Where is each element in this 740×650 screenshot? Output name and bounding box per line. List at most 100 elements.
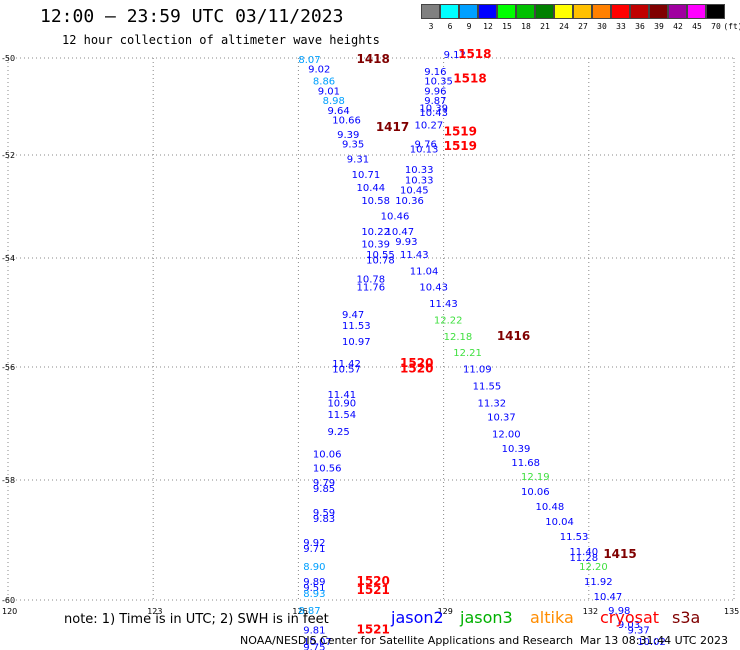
legend-swatch <box>687 4 706 19</box>
swh-value: 10.06 <box>521 487 550 498</box>
lat-tick-label: -56 <box>2 363 15 372</box>
swh-value: 9.16 <box>424 67 446 78</box>
swh-value: 10.47 <box>594 592 623 603</box>
swh-value: 10.48 <box>536 502 565 513</box>
swh-value: 10.39 <box>361 240 390 251</box>
swh-value: 12.21 <box>453 348 482 359</box>
swh-value: 11.55 <box>473 382 502 393</box>
legend-label: 27 <box>578 22 588 31</box>
swh-value: 10.43 <box>419 283 448 294</box>
legend-label: 70 <box>711 22 721 31</box>
legend-swatch <box>459 4 478 19</box>
footer-note: note: 1) Time is in UTC; 2) SWH is in fe… <box>64 612 329 627</box>
swh-value: 9.71 <box>303 544 325 555</box>
legend-label: 15 <box>502 22 512 31</box>
swh-value: 10.33 <box>405 165 434 176</box>
swh-value: 9.76 <box>415 140 437 151</box>
lon-tick-label: 135 <box>724 607 739 616</box>
swh-value: 10.66 <box>332 115 361 126</box>
swh-value: 10.37 <box>487 413 516 424</box>
satellite-s3a: s3a <box>672 608 701 627</box>
legend-swatch <box>478 4 497 19</box>
swh-value: 11.54 <box>327 410 356 421</box>
swh-value: 8.90 <box>303 562 325 573</box>
swh-value: 9.85 <box>313 484 335 495</box>
swh-value: 11.53 <box>560 532 589 543</box>
swh-value: 10.13 <box>410 145 439 156</box>
swh-value: 10.78 <box>356 275 385 286</box>
pass-label: 1415 <box>603 547 636 561</box>
swh-value: 9.96 <box>424 86 446 97</box>
swh-value: 11.28 <box>569 553 598 564</box>
legend-swatch <box>573 4 592 19</box>
pass-label: 1519 <box>444 125 477 139</box>
swh-value: 11.43 <box>400 250 429 261</box>
swh-value: 9.03 <box>618 620 640 631</box>
legend-unit: (ft) <box>723 22 740 31</box>
swh-value: 10.44 <box>356 183 385 194</box>
swh-value: 9.51 <box>303 583 325 594</box>
swh-value: 9.31 <box>347 155 369 166</box>
swh-value: 10.57 <box>332 365 361 376</box>
swh-value: 10.36 <box>395 196 424 207</box>
swh-value: 9.12 <box>444 50 466 61</box>
legend-swatch <box>421 4 440 19</box>
lat-tick-label: -60 <box>2 596 15 605</box>
swh-value: 10.35 <box>424 77 453 88</box>
legend-label: 3 <box>428 22 434 31</box>
swh-value: 8.98 <box>323 96 345 107</box>
swh-value: 9.89 <box>303 577 325 588</box>
pass-label: 1518 <box>458 47 491 61</box>
legend-label: 9 <box>466 22 472 31</box>
credit-line: NOAA/NESDIS Center for Satellite Applica… <box>240 634 574 647</box>
legend-swatch <box>497 4 516 19</box>
swh-value: 11.40 <box>569 547 598 558</box>
swh-value: 11.09 <box>463 365 492 376</box>
swh-value: 10.33 <box>405 175 434 186</box>
swh-value: 10.06 <box>313 449 342 460</box>
pass-label: 1416 <box>497 329 530 343</box>
lat-tick-label: -58 <box>2 476 15 485</box>
legend-label: 24 <box>559 22 569 31</box>
pass-label: 1418 <box>356 52 389 66</box>
axis-ticks: -50 -52 -54 -56 -58 -60 120 123 126 129 132 135 <box>2 54 739 616</box>
swh-value: 10.43 <box>419 108 448 119</box>
lon-tick-label: 123 <box>147 607 162 616</box>
swh-value: 10.39 <box>419 103 448 114</box>
lon-tick-label: 120 <box>2 607 17 616</box>
pass-label: 1520 <box>400 362 433 376</box>
legend-swatch <box>554 4 573 19</box>
pass-label: 1520 <box>400 356 433 370</box>
lon-tick-label: 132 <box>583 607 598 616</box>
pass-label: 1519 <box>444 139 477 153</box>
swh-value: 11.76 <box>356 283 385 294</box>
lat-tick-label: -54 <box>2 254 15 263</box>
swh-value: 9.75 <box>303 642 325 650</box>
swh-value: 9.79 <box>313 478 335 489</box>
swh-value: 8.86 <box>313 77 335 88</box>
swh-value: 9.59 <box>313 508 335 519</box>
page-title: 12:00 – 23:59 UTC 03/11/2023 <box>40 6 344 27</box>
swh-value: 10.58 <box>361 196 390 207</box>
swh-value: 9.83 <box>313 514 335 525</box>
legend-swatch <box>706 4 725 19</box>
swh-value: 10.47 <box>386 227 415 238</box>
swh-value: 8.93 <box>303 589 325 600</box>
swh-value: 9.25 <box>327 427 349 438</box>
swh-value: 10.07 <box>303 637 332 648</box>
swh-value: 10.27 <box>415 120 444 131</box>
legend-label: 33 <box>616 22 626 31</box>
wave-height-values: 9.12 8.079.02 9.16 8.86 10.35 9.01 9.96 8.98 9.8… <box>298 50 665 650</box>
swh-value: 12.19 <box>521 472 550 483</box>
legend-label: 18 <box>521 22 531 31</box>
swh-value: 11.68 <box>511 458 540 469</box>
legend-label: 6 <box>447 22 453 31</box>
swh-value: 10.71 <box>352 170 381 181</box>
page-subtitle: 12 hour collection of altimeter wave hei… <box>62 33 380 47</box>
swh-value: 9.39 <box>337 130 359 141</box>
grid-lines <box>7 57 735 601</box>
legend-label: 42 <box>673 22 683 31</box>
pass-label: 1518 <box>453 71 486 85</box>
